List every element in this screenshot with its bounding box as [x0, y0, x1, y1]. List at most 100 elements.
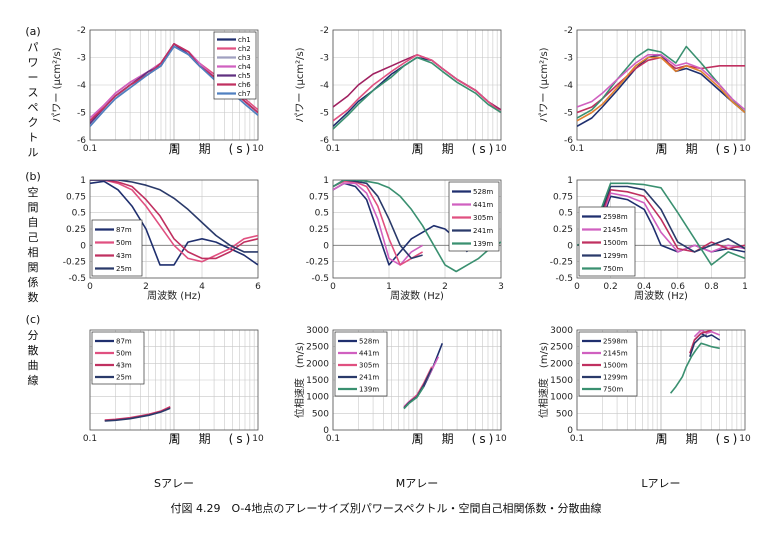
legend-entry: ch6 — [238, 81, 251, 89]
y-axis-label: パワー (μcm²/s) — [538, 47, 550, 122]
legend-entry: 87m — [116, 226, 132, 234]
y-tick-label: 0 — [567, 426, 573, 436]
x-tick-label: 1 — [414, 434, 420, 444]
legend-entry: 2598m — [603, 213, 628, 221]
row-label-id: (c) — [26, 313, 41, 326]
x-tick-label: 10 — [739, 144, 751, 154]
row-label-char: ル — [28, 146, 39, 159]
y-tick-label: -5 — [564, 109, 573, 119]
y-tick-label: -3 — [320, 54, 329, 64]
y-tick-label: -0.5 — [555, 274, 573, 284]
series-line — [333, 53, 501, 122]
legend-entry: ch5 — [238, 72, 251, 80]
x-tick-label: 1 — [658, 434, 664, 444]
series-line — [689, 330, 712, 354]
row-label-char: 数 — [28, 291, 39, 304]
row-label-char: 散 — [28, 343, 39, 357]
legend-entry: 50m — [116, 350, 132, 358]
x-axis-label: 周 期 (s) — [169, 142, 254, 156]
legend-entry: ch7 — [238, 90, 251, 98]
legend-entry: 25m — [116, 374, 132, 382]
legend-entry: 139m — [359, 386, 379, 394]
legend-entry: 1500m — [603, 362, 628, 370]
y-tick-label: 0.25 — [66, 225, 86, 235]
y-tick-label: 1500 — [306, 376, 329, 386]
column-label: Lアレー — [641, 477, 680, 490]
x-tick-label: 0 — [87, 282, 93, 292]
y-tick-label: 500 — [556, 409, 573, 419]
x-tick-label: 10 — [495, 434, 507, 444]
x-tick-label: 1 — [658, 144, 664, 154]
series-line — [669, 342, 720, 394]
y-tick-label: 0 — [80, 241, 86, 251]
chart-panel-a-S: -6-5-4-3-20.1 1 10周 期 (s)パワー (μcm²/s)ch1ch… — [51, 26, 264, 156]
row-label-char: 線 — [28, 373, 39, 387]
row-label-char: ト — [28, 131, 39, 144]
series-line — [577, 53, 745, 111]
y-tick-label: 1 — [567, 176, 573, 186]
chart-panel-b-S: -0.5 -0.25 0 0.25 0.5 0.75 1 0 2 4 6 周波数 (Hz) 87m 50m… — [63, 176, 261, 302]
y-tick-label: 2500 — [550, 343, 573, 353]
y-tick-label: 1000 — [550, 393, 573, 403]
plot-frame — [576, 179, 746, 279]
row-label-char: 自 — [28, 216, 39, 229]
x-tick-label: 6 — [255, 282, 261, 292]
row-label-char: ワ — [28, 56, 39, 69]
x-tick-label: 0.1 — [326, 434, 340, 444]
y-tick-label: -0.5 — [311, 274, 329, 284]
row-label-char: ク — [28, 116, 39, 129]
y-tick-label: 0.75 — [309, 192, 329, 202]
series-line — [333, 56, 501, 130]
legend-entry: ch2 — [238, 45, 251, 53]
legend-entry: 87m — [116, 338, 132, 346]
legend-entry: 528m — [473, 188, 493, 196]
series-line — [403, 366, 433, 408]
series-group — [333, 180, 501, 273]
series-line — [104, 407, 171, 422]
series-line — [403, 386, 425, 410]
y-tick-label: -2 — [77, 26, 86, 36]
y-tick-label: 1000 — [306, 393, 329, 403]
legend-entry: 2145m — [603, 226, 628, 234]
legend: 2598m 2145m 1500m 1299m 750m — [578, 206, 636, 277]
y-tick-label: -6 — [320, 136, 329, 146]
legend-entry: 305m — [359, 362, 379, 370]
legend-entry: 139m — [473, 240, 493, 248]
row-label-char: ペ — [28, 101, 39, 114]
y-tick-label: 1500 — [550, 376, 573, 386]
y-tick-label: 0.5 — [72, 209, 86, 219]
figure-caption: 付図 4.29 O-4地点のアレーサイズ別パワースペクトル・空間自己相関係数・分… — [170, 501, 601, 515]
series-line — [90, 180, 258, 260]
x-tick-label: 4 — [199, 282, 205, 292]
x-tick-label: 10 — [252, 434, 264, 444]
legend-entry: 241m — [473, 227, 493, 235]
plot-frame — [332, 329, 502, 431]
row-label-char: 係 — [28, 276, 39, 289]
series-group — [90, 180, 258, 266]
y-tick-label: -3 — [564, 54, 573, 64]
legend: 87m 50m 43m 25m — [91, 219, 143, 277]
y-tick-label: -4 — [77, 81, 86, 91]
y-axis-label: パワー (μcm²/s) — [51, 47, 63, 122]
x-tick-label: 0.2 — [603, 282, 617, 292]
x-tick-label: 0.1 — [326, 144, 340, 154]
x-axis-label: 周 期 (s) — [169, 432, 254, 446]
plot-frame — [332, 179, 502, 279]
series-group — [403, 343, 444, 410]
legend: 528m 441m 305m 241m 139m — [334, 331, 388, 397]
y-tick-label: 0 — [567, 241, 573, 251]
series-group — [104, 405, 171, 422]
chart-panel-b-L: -0.5 -0.25 0 0.25 0.5 0.75 1 0 0.2 0.4 0.6 0.8 1 周波数 … — [550, 176, 748, 302]
y-axis-label: 位相速度 (m/s) — [293, 342, 306, 418]
x-tick-label: 0.6 — [671, 282, 686, 292]
y-tick-label: -5 — [320, 109, 329, 119]
y-tick-label: 0.5 — [559, 209, 573, 219]
series-line — [689, 334, 707, 357]
y-tick-label: 0.5 — [315, 209, 329, 219]
row-label-char: 分 — [28, 329, 39, 342]
legend-entry: ch3 — [238, 54, 251, 62]
column-label: Sアレー — [154, 477, 194, 490]
series-line — [104, 406, 171, 422]
